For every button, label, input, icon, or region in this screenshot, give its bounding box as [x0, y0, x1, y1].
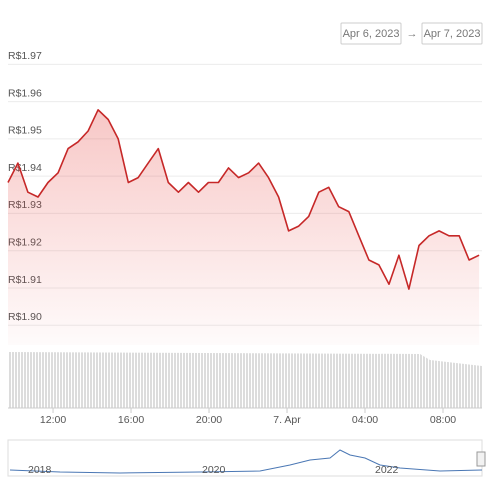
x-tick-label: 20:00 [196, 414, 222, 426]
navigator-label: 2018 [28, 464, 52, 476]
navigator-label: 2020 [202, 464, 226, 476]
to-input[interactable] [421, 22, 483, 45]
navigator-handle[interactable] [476, 451, 486, 467]
x-tick-label: 16:00 [118, 414, 144, 426]
x-tick-label: 08:00 [430, 414, 456, 426]
to-date: Apr 7, 2023 [424, 28, 481, 40]
navigator-label: 2022 [375, 464, 399, 476]
x-tick-label: 12:00 [40, 414, 66, 426]
range-arrow: → [407, 28, 418, 40]
y-tick-label: R$1.95 [8, 125, 42, 137]
x-tick-label: 7. Apr [273, 414, 301, 426]
navigator-line [9, 449, 483, 474]
price-line [7, 109, 480, 290]
y-tick-label: R$1.96 [8, 87, 42, 99]
x-tick-label: 04:00 [352, 414, 378, 426]
from-input[interactable] [340, 22, 402, 45]
from-date: Apr 6, 2023 [343, 28, 400, 40]
price-area [8, 109, 480, 345]
y-tick-label: R$1.97 [8, 50, 42, 62]
navigator [7, 439, 483, 477]
volume-bars [8, 352, 482, 408]
